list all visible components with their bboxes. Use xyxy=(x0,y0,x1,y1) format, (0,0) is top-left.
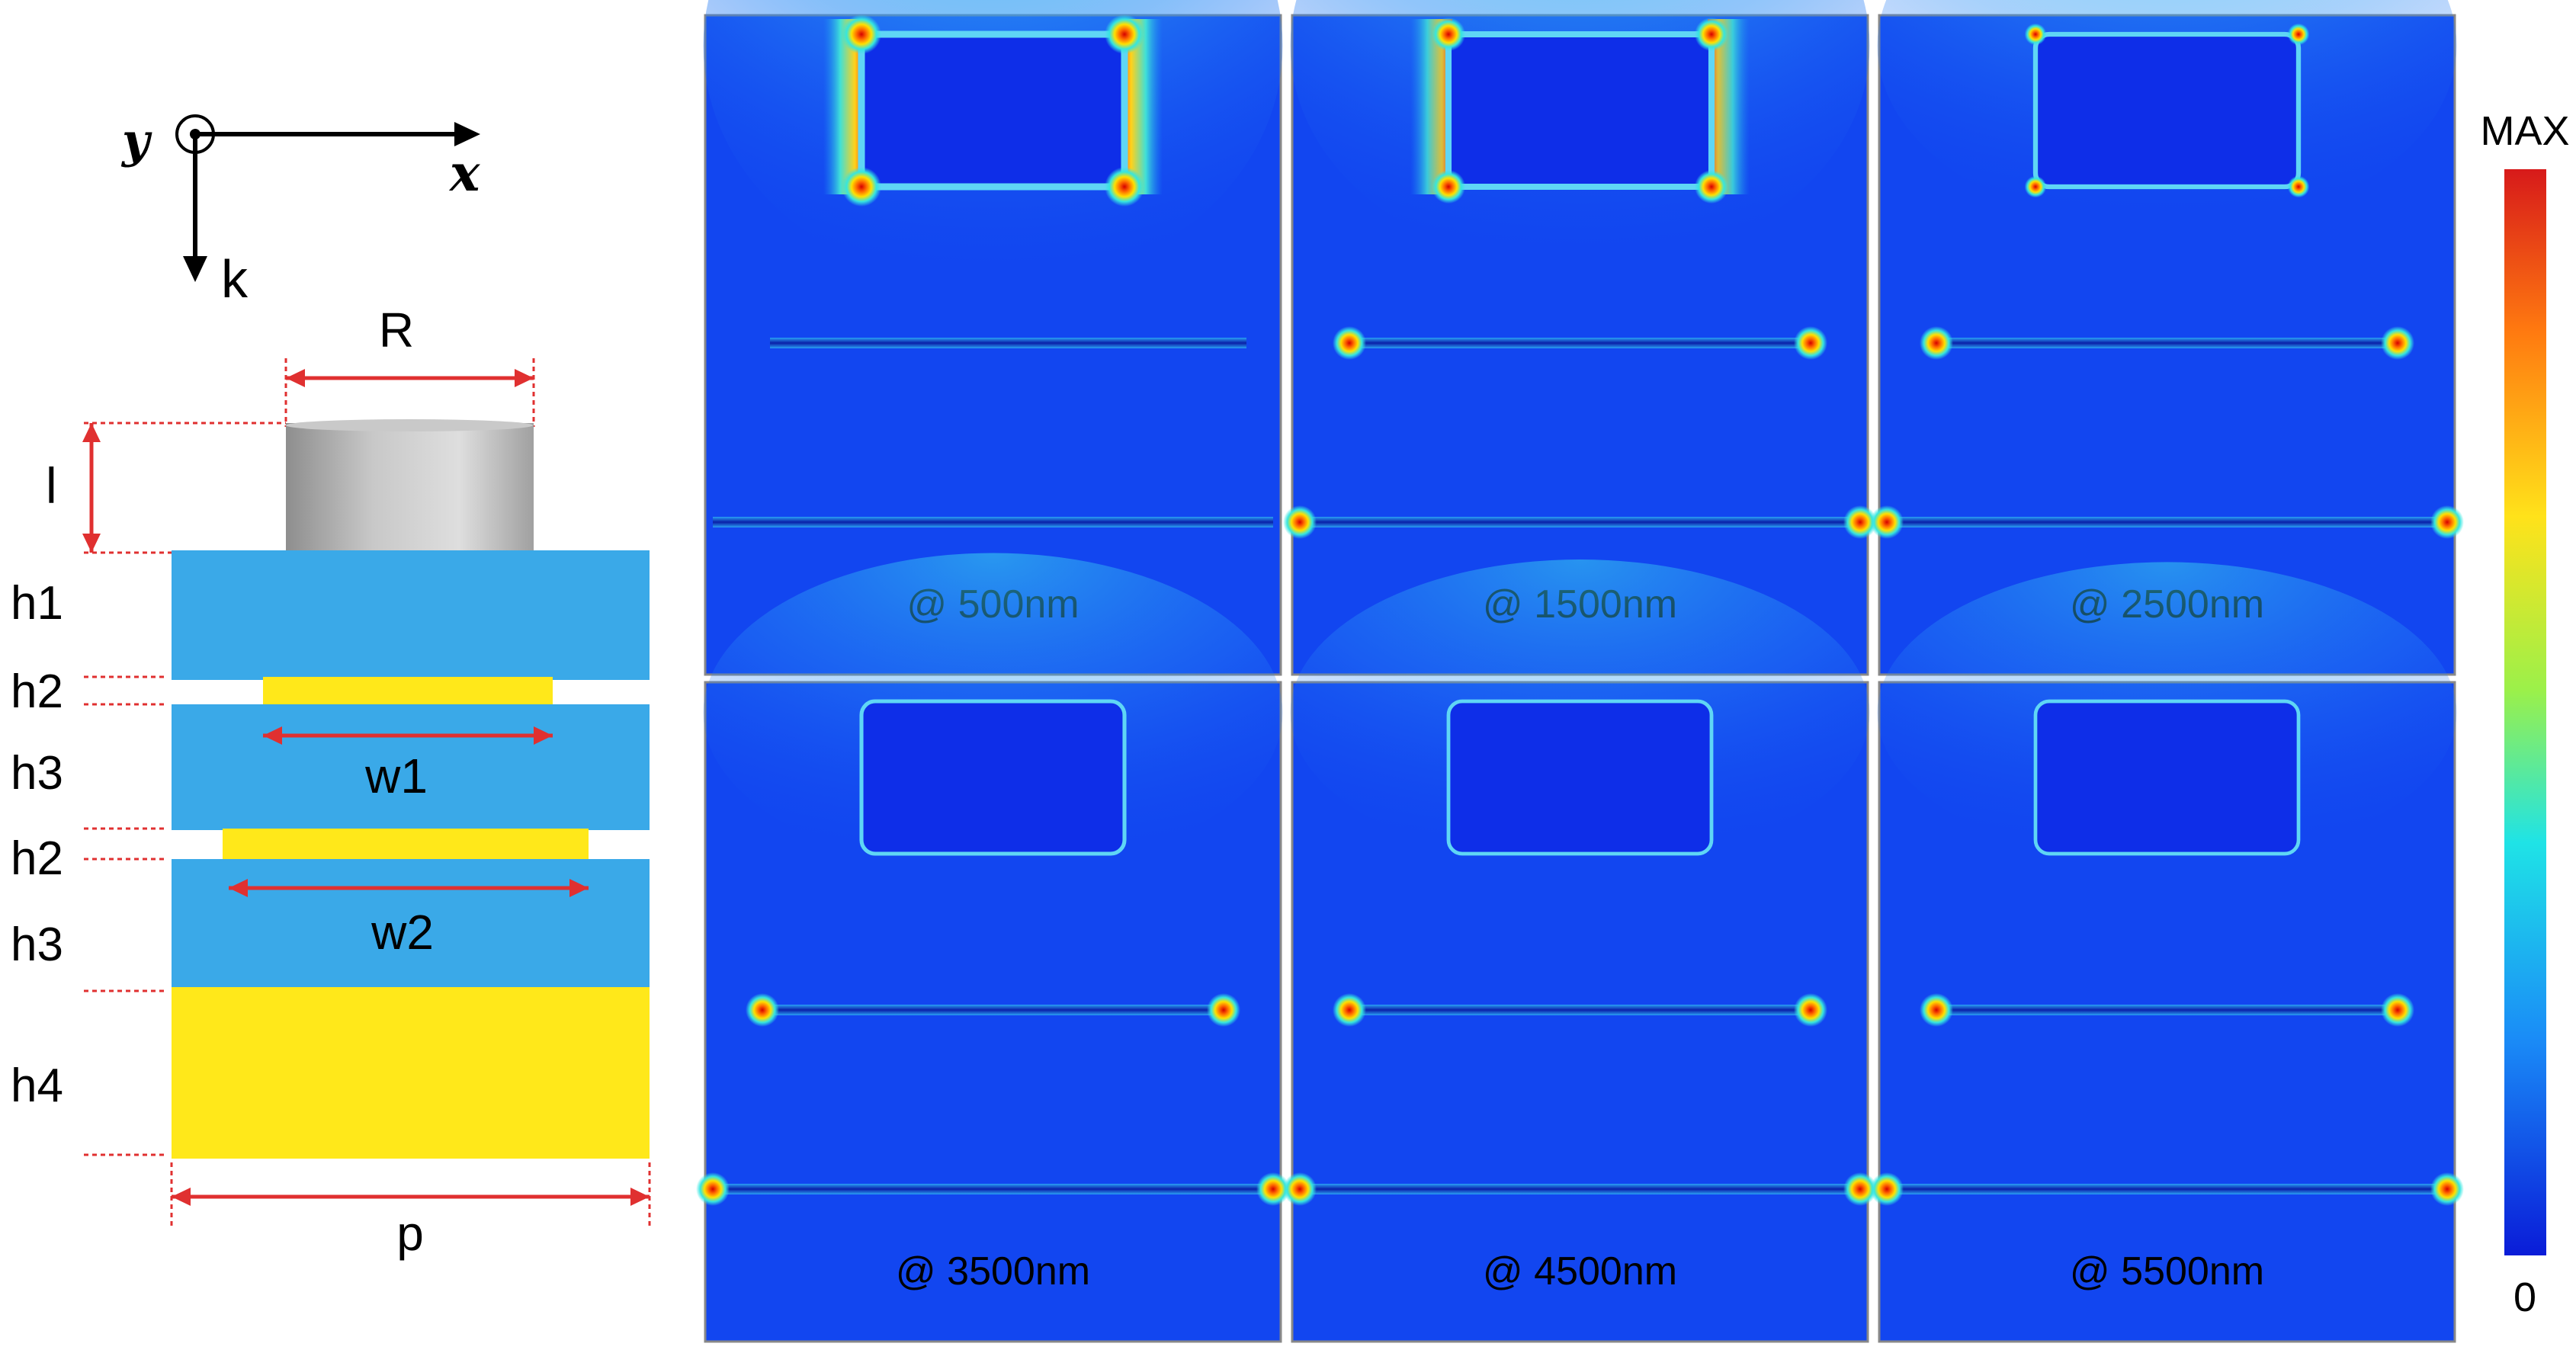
metal-strip-shadow xyxy=(1887,517,2447,527)
layer-h2-bottom-label: h2 xyxy=(11,832,63,885)
layer-h2-top-metal xyxy=(263,677,553,704)
metal-strip-shadow xyxy=(1349,338,1811,348)
cylinder-region xyxy=(859,699,1127,856)
field-map-panel: @ 3500nm xyxy=(696,553,1290,1343)
metal-strip-shadow xyxy=(1300,517,1860,527)
metal-strip-shadow xyxy=(1887,1184,2447,1194)
layer-h1-dielectric xyxy=(172,550,650,680)
cylinder-region xyxy=(1445,30,1715,191)
metal-strip-shadow xyxy=(770,338,1246,348)
cylinder-region xyxy=(2032,31,2302,190)
structure-schematic: R l h1 h2 h3 w1 h2 h3 xyxy=(11,303,651,1261)
layer-h3-bottom-label: h3 xyxy=(11,919,63,971)
cylinder-region xyxy=(2033,699,2301,856)
dimension-w2-label: w2 xyxy=(371,905,434,960)
colorbar-min-label: 0 xyxy=(2513,1274,2536,1320)
layer-h4-metal-substrate xyxy=(172,987,650,1159)
layer-h2-top-label: h2 xyxy=(11,665,63,718)
metal-strip-shadow xyxy=(1936,338,2398,348)
layer-h4-label: h4 xyxy=(11,1060,63,1112)
field-map-grid: @ 500nm@ 1500nm@ 2500nm@ 3500nm@ 4500nm@… xyxy=(696,0,2464,1343)
layer-h1-label: h1 xyxy=(11,577,63,630)
layer-h2-bottom-metal xyxy=(223,829,589,859)
field-map-panel: @ 5500nm xyxy=(1870,562,2464,1343)
field-map-panel: @ 4500nm xyxy=(1283,559,1877,1343)
wavelength-label: @ 3500nm xyxy=(896,1249,1090,1294)
wavelength-label: @ 4500nm xyxy=(1483,1249,1677,1294)
cylinder-region xyxy=(1446,699,1714,856)
metal-strip-shadow xyxy=(713,1184,1273,1194)
dimension-w1-label: w1 xyxy=(364,749,428,803)
colorbar-max-label: MAX xyxy=(2480,108,2569,154)
axis-y-label: y xyxy=(120,113,152,168)
metal-strip-shadow xyxy=(1300,1184,1860,1194)
cylinder-rod xyxy=(286,423,534,551)
layer-h3-top-dielectric xyxy=(172,704,650,830)
layer-h3-top-label: h3 xyxy=(11,747,63,800)
wavelength-label: @ 5500nm xyxy=(2070,1249,2264,1294)
dimension-R-label: R xyxy=(379,303,414,357)
cylinder-region xyxy=(858,30,1128,191)
metal-strip-shadow xyxy=(713,517,1273,527)
metal-strip-shadow xyxy=(1936,1005,2398,1015)
dimension-l-label: l xyxy=(46,457,57,514)
metal-strip-shadow xyxy=(1349,1005,1811,1015)
colorbar: MAX 0 xyxy=(2480,108,2569,1320)
colorbar-gradient xyxy=(2504,169,2546,1255)
coordinate-axes: y x k xyxy=(120,113,480,309)
metal-strip-shadow xyxy=(762,1005,1224,1015)
axis-k-label: k xyxy=(221,249,249,309)
dimension-p-label: p xyxy=(396,1206,424,1261)
axis-x-label: x xyxy=(448,143,480,203)
field-map-panel: @ 1500nm xyxy=(1283,0,1877,676)
